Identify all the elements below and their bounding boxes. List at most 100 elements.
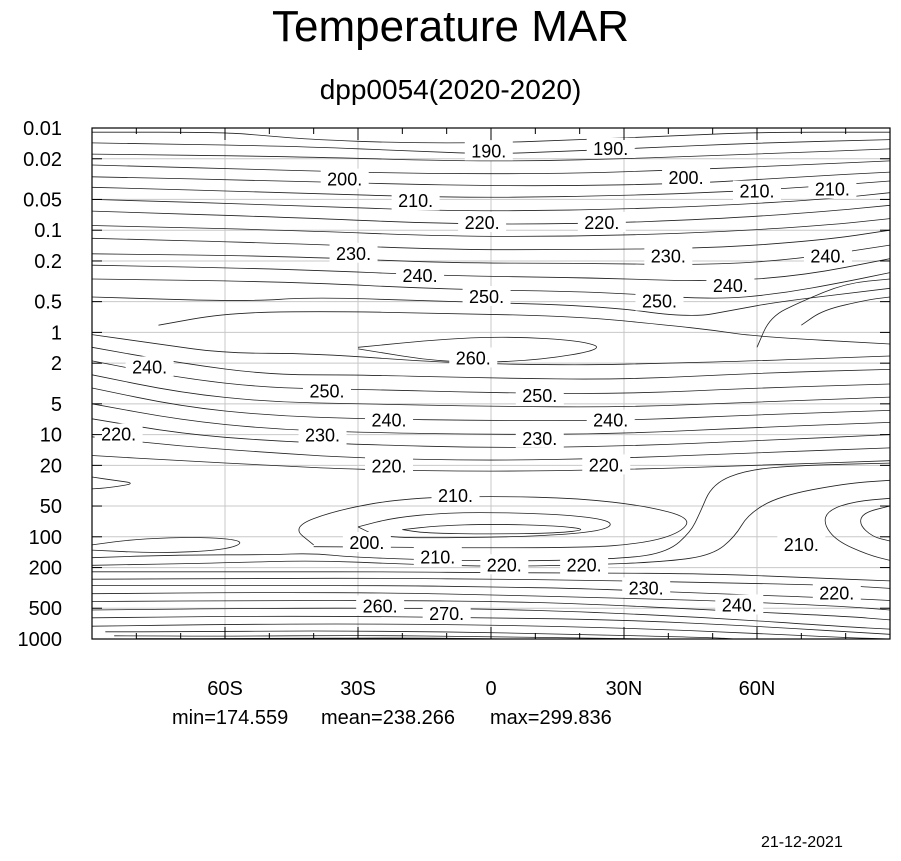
contour-line	[91, 607, 891, 630]
contour-label-bg	[515, 427, 564, 448]
contour-label-bg	[422, 603, 471, 624]
contour-line	[91, 218, 891, 237]
contour-label: 220.	[480, 554, 529, 575]
y-tick-label: 0.1	[34, 220, 62, 242]
contour-label-text: 220.	[372, 456, 407, 476]
contour-label: 230.	[298, 424, 347, 445]
y-tick-label: 0.2	[34, 251, 62, 273]
contour-label-text: 240.	[372, 411, 407, 431]
contour-line	[91, 192, 891, 212]
contour-label: 270.	[422, 603, 471, 624]
contour-line	[114, 635, 647, 640]
contour-label-bg	[777, 533, 826, 554]
contour-label-text: 240.	[713, 276, 748, 296]
y-tick-labels: 0.01 0.02 0.05 0.1 0.2 0.5 1 2 5 10 20 50 100 200 500 1…	[18, 118, 63, 651]
contour-line	[298, 496, 688, 549]
contour-label: 190.	[586, 137, 635, 159]
contour-label-bg	[480, 554, 529, 575]
contour-label-bg	[715, 594, 764, 615]
y-tick-label: 10	[40, 425, 62, 447]
contour-line	[91, 171, 891, 187]
contour-label-bg	[635, 290, 684, 311]
contour-label: 220.	[94, 423, 143, 445]
contour-label-bg	[706, 274, 755, 295]
contour-label-bg	[365, 409, 414, 430]
contour-label-bg	[413, 546, 462, 567]
contour-label: 260.	[356, 595, 405, 616]
contour-line	[91, 623, 891, 640]
contour-label: 210.	[808, 178, 857, 200]
x-tick-labels: 60S 30S 0 30N 60N	[207, 678, 775, 700]
contour-line	[91, 592, 891, 611]
contour-line	[91, 537, 241, 553]
contour-label: 220.	[577, 211, 626, 233]
contour-label-text: 230.	[629, 578, 664, 598]
contour-label-text: 260.	[363, 596, 398, 616]
contour-label-text: 240.	[722, 595, 757, 615]
contour-line	[91, 204, 891, 225]
contour-line	[91, 148, 891, 162]
contour-label: 210.	[733, 180, 781, 202]
y-tick-label: 20	[40, 455, 62, 477]
x-tick-label: 60S	[207, 678, 243, 700]
stat-max: max=299.836	[490, 707, 612, 729]
stat-mean: mean=238.266	[321, 707, 456, 729]
contour-label-text: 200.	[327, 170, 362, 190]
contour-line	[91, 244, 891, 265]
contour-label-text: 220.	[487, 555, 522, 575]
contour-label: 210.	[431, 485, 480, 506]
contour-label-text: 220.	[819, 584, 854, 604]
contour-label-text: 210.	[815, 180, 850, 200]
axis-ticks	[91, 127, 891, 640]
x-tick-label: 30S	[340, 678, 376, 700]
contour-line	[91, 585, 891, 601]
contour-line	[91, 418, 891, 448]
contour-label-text: 230.	[651, 246, 686, 266]
contour-label-text: 260.	[456, 348, 491, 368]
contour-line	[756, 278, 891, 348]
contour-lines	[91, 131, 891, 640]
contour-line	[91, 287, 891, 316]
contour-label-bg	[582, 454, 631, 475]
contour-labels: 190. 190. 200. 200. 210. 210. 210. 220. 220. 230.…	[94, 137, 861, 624]
contour-line	[91, 403, 891, 435]
y-tick-label: 0.5	[34, 292, 62, 314]
contour-line	[824, 497, 891, 561]
contour-label: 240.	[803, 245, 852, 266]
contour-label: 240.	[125, 356, 174, 377]
contour-label: 240.	[706, 274, 755, 296]
chart-subtitle: dpp0054(2020-2020)	[319, 74, 582, 105]
contour-label-bg	[644, 245, 693, 266]
contour-label-text: 240.	[403, 266, 438, 286]
contour-label-bg	[577, 211, 626, 232]
contour-label: 240.	[365, 409, 414, 431]
y-tick-label: 50	[40, 496, 62, 518]
contour-label-bg	[464, 140, 513, 161]
contour-label: 210.	[391, 190, 440, 211]
chart-title: Temperature MAR	[271, 2, 629, 51]
contour-label: 230.	[515, 427, 564, 449]
contour-label-bg	[803, 245, 852, 266]
contour-label-bg	[586, 137, 635, 158]
contour-label: 200.	[342, 532, 391, 553]
contour-line	[105, 630, 735, 640]
contour-label-bg	[733, 180, 781, 201]
contour-label-text: 210.	[784, 535, 819, 555]
contour-label-bg	[622, 577, 671, 598]
contour-label: 220.	[458, 211, 507, 233]
contour-label: 190.	[464, 140, 513, 162]
contour-label-text: 210.	[739, 182, 774, 202]
contour-label-text: 200.	[349, 533, 384, 553]
contour-label-text: 200.	[669, 168, 704, 188]
contour-label-bg	[320, 168, 369, 189]
contour-label-bg	[808, 178, 857, 199]
contour-label-bg	[662, 167, 711, 188]
y-tick-label: 100	[29, 527, 62, 549]
contour-label-bg	[298, 424, 347, 445]
contour-label: 250.	[302, 380, 351, 402]
y-tick-label: 200	[29, 558, 62, 580]
contour-line	[91, 160, 891, 175]
contour-label: 220.	[560, 554, 609, 575]
x-tick-label: 60N	[739, 678, 776, 700]
